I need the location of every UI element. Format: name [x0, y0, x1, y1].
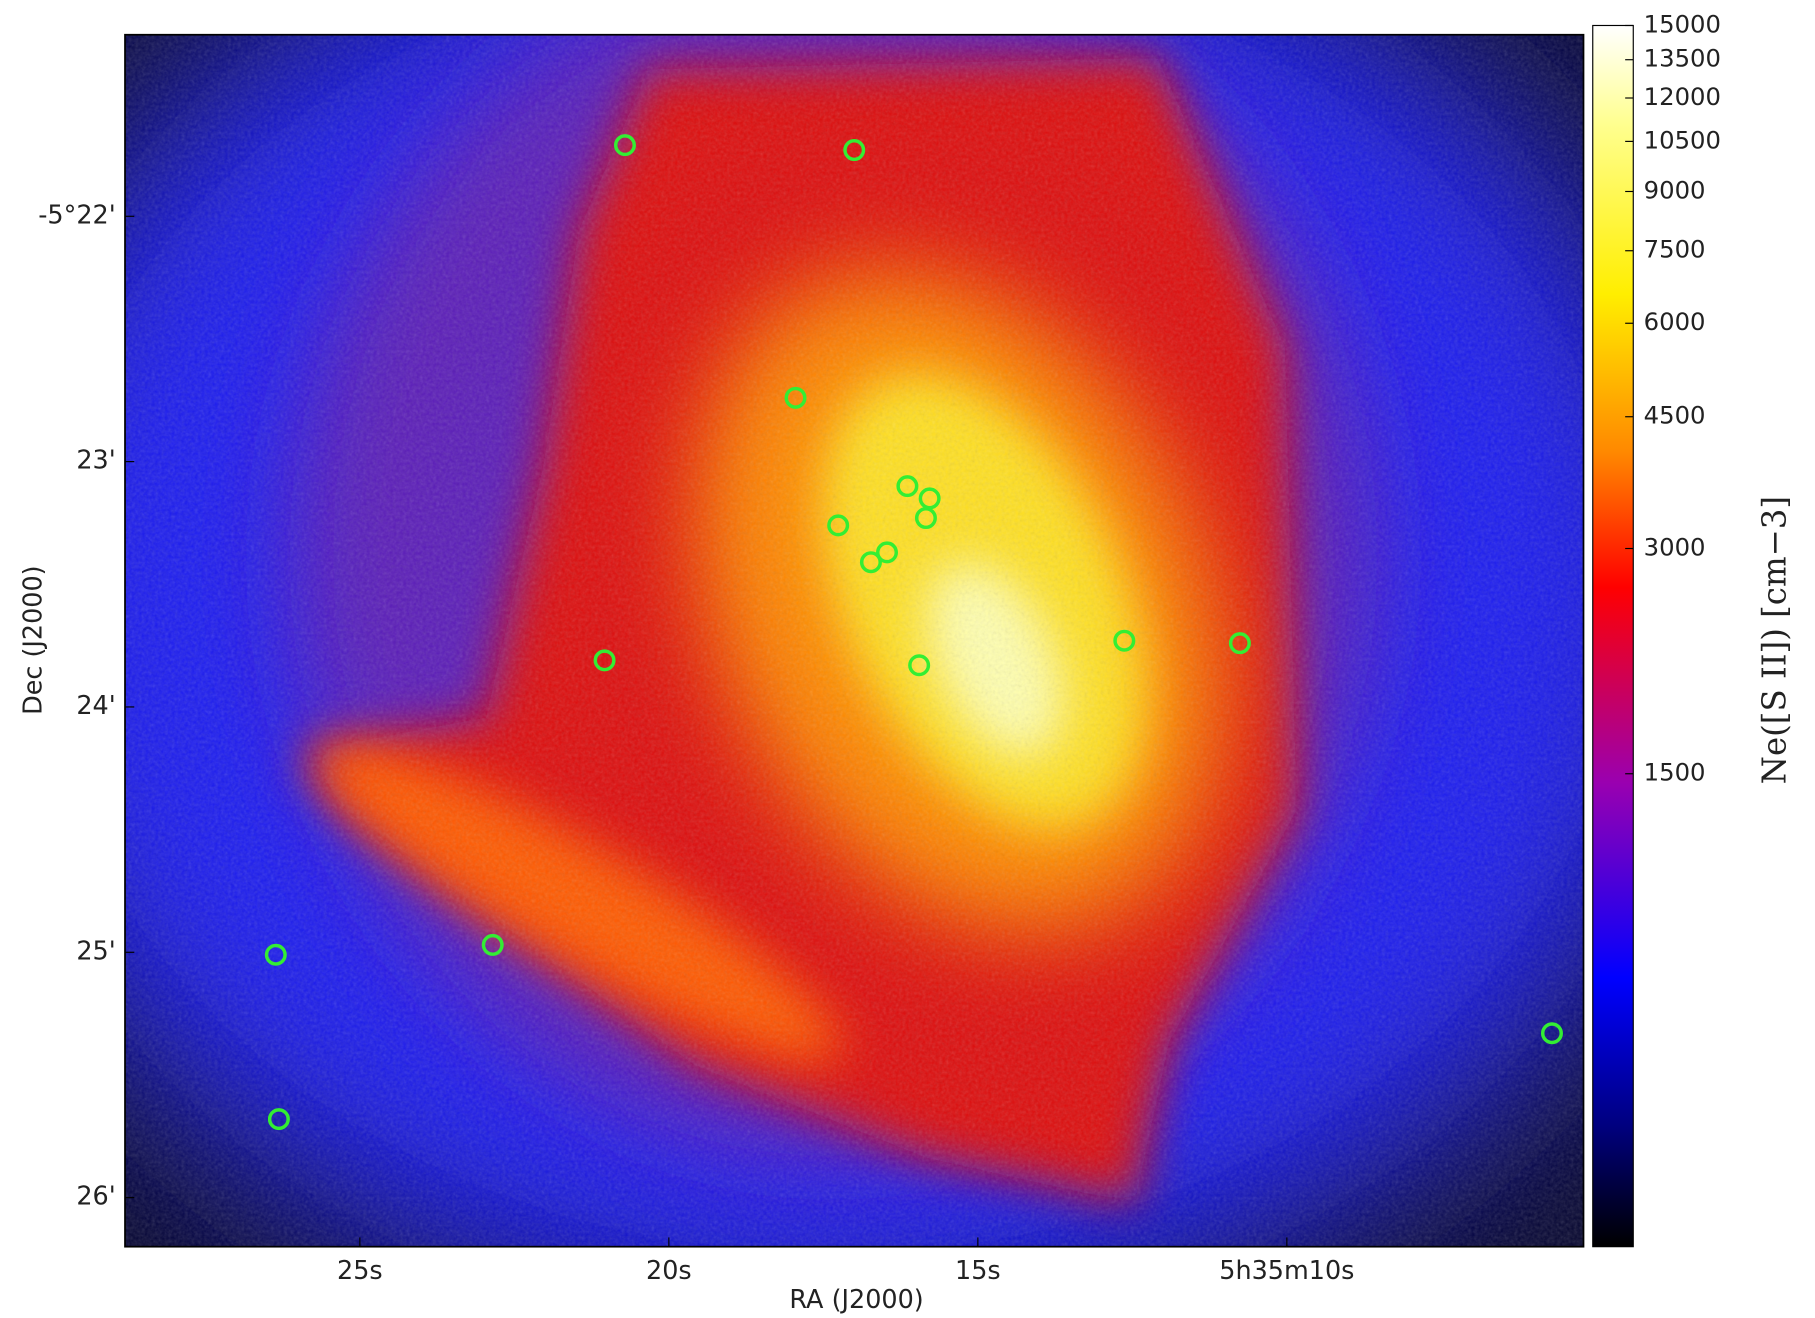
y-tick-label: 26' — [76, 1182, 115, 1212]
y-tick-label: 24' — [76, 691, 115, 721]
y-tick-label: 23' — [76, 446, 115, 476]
y-axis-label: Dec (J2000) — [19, 565, 49, 714]
x-tick-label: 25s — [337, 1256, 383, 1286]
x-tick-label: 5h35m10s — [1219, 1256, 1354, 1286]
colorbar-tick-label: 6000 — [1644, 307, 1706, 336]
colorbar-tick-label: 13500 — [1644, 44, 1721, 73]
x-tick-label: 20s — [646, 1256, 692, 1286]
colorbar-tick-label: 1500 — [1644, 758, 1706, 787]
colorbar-tick-label: 4500 — [1644, 401, 1706, 430]
colorbar-label: Ne([S II]) [cm−3] — [1755, 496, 1793, 784]
colorbar — [1593, 25, 1634, 1246]
colorbar-tick-label: 3000 — [1644, 533, 1706, 562]
colorbar-tick-label: 15000 — [1644, 9, 1721, 38]
colorbar-tick-label: 7500 — [1644, 235, 1706, 264]
colorbar-tick-label: 10500 — [1644, 125, 1721, 154]
x-tick-label: 15s — [955, 1256, 1001, 1286]
colorbar-tick-label: 12000 — [1644, 82, 1721, 111]
emission-map — [0, 0, 1713, 1318]
y-tick-label: -5°22' — [38, 200, 115, 230]
x-axis-label: RA (J2000) — [789, 1285, 923, 1315]
y-tick-label: 25' — [76, 936, 115, 966]
figure: RA (J2000) Dec (J2000) Ne([S II]) [cm−3]… — [0, 0, 1815, 1318]
colorbar-tick-label: 9000 — [1644, 175, 1706, 204]
